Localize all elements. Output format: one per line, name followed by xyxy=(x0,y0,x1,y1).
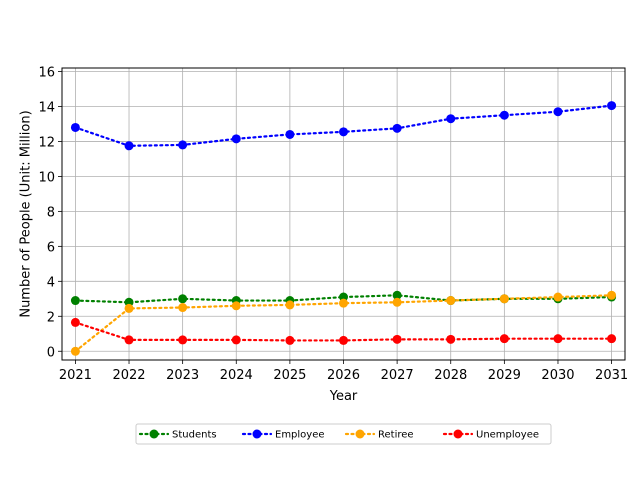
y-tick-label: 8 xyxy=(47,205,55,220)
x-tick-label: 2026 xyxy=(327,368,360,383)
x-tick-label: 2028 xyxy=(434,368,467,383)
data-point-unemployee xyxy=(607,334,617,344)
data-point-students xyxy=(70,296,80,306)
data-point-retiree xyxy=(339,298,348,308)
data-point-students xyxy=(178,294,188,304)
data-point-unemployee xyxy=(124,335,134,345)
x-tick-label: 2030 xyxy=(541,368,574,383)
y-tick-label: 16 xyxy=(38,65,55,80)
x-tick-label: 2027 xyxy=(381,368,414,383)
x-axis: 2021 2022 2023 2024 2025 2026 2027 2028 2029 2030… xyxy=(59,360,628,383)
data-point-employee xyxy=(339,127,348,137)
x-tick-label: 2022 xyxy=(112,368,145,383)
legend-swatch-marker xyxy=(252,429,262,439)
y-tick-label: 2 xyxy=(47,310,55,325)
data-point-employee xyxy=(178,140,188,150)
legend-entry-employee: Employee xyxy=(241,429,325,441)
legend-swatch-marker xyxy=(355,429,365,439)
data-point-unemployee xyxy=(553,334,563,344)
data-point-unemployee xyxy=(339,335,348,345)
grid xyxy=(62,68,625,360)
y-tick-label: 10 xyxy=(38,170,55,185)
data-point-retiree xyxy=(446,296,456,306)
data-point-retiree xyxy=(499,294,509,304)
data-point-employee xyxy=(446,114,456,124)
x-tick-label: 2021 xyxy=(59,368,92,383)
series-layer xyxy=(70,101,617,356)
series-employee xyxy=(70,101,617,151)
data-point-unemployee xyxy=(70,317,80,327)
data-point-unemployee xyxy=(499,334,509,344)
x-tick-label: 2031 xyxy=(595,368,628,383)
data-point-retiree xyxy=(392,297,402,307)
data-point-employee xyxy=(607,101,617,111)
data-point-retiree xyxy=(70,346,80,356)
data-point-employee xyxy=(124,141,134,151)
legend-entry-retiree: Retiree xyxy=(344,429,414,441)
legend-box xyxy=(135,423,552,445)
data-point-unemployee xyxy=(178,335,188,345)
data-point-retiree xyxy=(231,301,241,311)
data-point-retiree xyxy=(285,300,295,310)
data-point-unemployee xyxy=(392,334,402,344)
data-point-unemployee xyxy=(231,335,241,345)
data-point-employee xyxy=(231,134,241,144)
series-retiree xyxy=(70,290,617,356)
x-tick-label: 2029 xyxy=(488,368,521,383)
data-point-students xyxy=(392,290,402,300)
data-point-unemployee xyxy=(446,334,456,344)
x-tick-label: 2023 xyxy=(166,368,199,383)
legend-entry-unemployee: Unemployee xyxy=(442,429,539,441)
data-point-retiree xyxy=(553,292,563,302)
y-tick-label: 4 xyxy=(47,275,55,290)
y-tick-label: 6 xyxy=(47,240,55,255)
y-axis-title: Number of People (Unit: Million) xyxy=(19,110,34,317)
series-unemployee xyxy=(70,317,617,345)
data-point-employee xyxy=(70,122,80,132)
legend-label: Students xyxy=(172,430,217,441)
data-point-retiree xyxy=(607,290,617,300)
legend-swatch-marker xyxy=(149,429,159,439)
legend-label: Retiree xyxy=(378,430,414,441)
y-tick-label: 0 xyxy=(47,345,55,360)
legend-swatch-marker xyxy=(453,429,463,439)
legend: Students Employee Retiree Unemployee xyxy=(135,423,552,445)
legend-label: Unemployee xyxy=(476,430,539,441)
y-tick-label: 12 xyxy=(38,135,55,150)
data-point-employee xyxy=(553,107,563,117)
x-tick-label: 2025 xyxy=(273,368,306,383)
legend-entry-students: Students xyxy=(138,429,217,441)
legend-label: Employee xyxy=(275,430,325,441)
y-tick-label: 14 xyxy=(38,100,55,115)
data-point-employee xyxy=(499,110,509,120)
data-point-retiree xyxy=(124,303,134,313)
x-axis-title: Year xyxy=(329,389,358,404)
y-axis: 0 2 4 6 8 10 12 14 16 xyxy=(38,65,62,360)
x-tick-label: 2024 xyxy=(220,368,253,383)
data-point-employee xyxy=(392,123,402,133)
data-point-retiree xyxy=(178,303,188,313)
data-point-employee xyxy=(285,129,295,139)
data-point-unemployee xyxy=(285,335,295,345)
